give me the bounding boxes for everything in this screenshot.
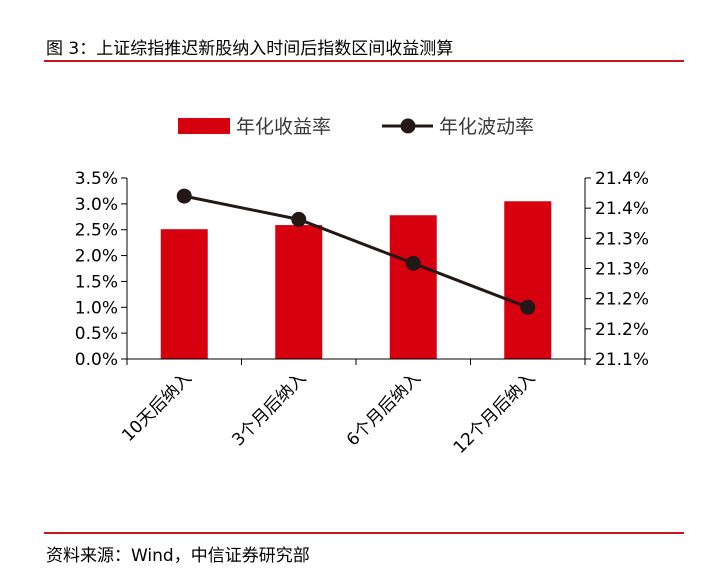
left-tick-label: 0.5% (75, 324, 118, 344)
line-series (176, 188, 536, 315)
x-tick-label: 6个月后纳入 (343, 368, 425, 450)
bottom-rule (44, 532, 684, 534)
legend-bar-label: 年化收益率 (236, 116, 331, 138)
figure-title: 图 3：上证综指推迟新股纳入时间后指数区间收益测算 (46, 39, 454, 59)
left-tick-label: 0.0% (75, 350, 118, 370)
right-tick-label: 21.3% (595, 229, 649, 249)
top-rule (44, 60, 684, 62)
x-tick-labels: 10天后纳入 3个月后纳入 6个月后纳入 12个月后纳入 (118, 368, 539, 458)
legend: 年化收益率 年化波动率 (178, 116, 534, 138)
legend-bar-swatch (178, 118, 230, 134)
bar-2 (389, 215, 437, 359)
volatility-line (183, 194, 529, 309)
left-tick-label: 2.5% (75, 221, 118, 241)
right-tick-label: 21.4% (595, 199, 649, 219)
legend-line-label: 年化波动率 (439, 116, 534, 138)
line-point-3 (520, 299, 536, 315)
right-tick-label: 21.3% (595, 260, 649, 280)
right-tick-label: 21.2% (595, 320, 649, 340)
line-point-2 (405, 255, 421, 271)
left-tick-label: 1.5% (75, 272, 118, 292)
line-point-1 (291, 211, 307, 227)
left-tick-label: 1.0% (75, 298, 118, 318)
right-tick-label: 21.4% (595, 169, 649, 189)
left-tick-label: 2.0% (75, 247, 118, 267)
bar-0 (160, 229, 208, 359)
right-tick-label: 21.2% (595, 290, 649, 310)
x-tick-label: 12个月后纳入 (450, 368, 540, 458)
x-tick-label: 3个月后纳入 (228, 368, 310, 450)
line-point-0 (176, 188, 192, 204)
bar-series (160, 201, 552, 359)
x-tick-label: 10天后纳入 (118, 368, 196, 446)
source-note: 资料来源：Wind，中信证券研究部 (46, 546, 310, 566)
legend-line-marker (400, 118, 416, 134)
left-tick-label: 3.5% (75, 169, 118, 189)
left-tick-label: 3.0% (75, 195, 118, 215)
bar-1 (275, 225, 323, 359)
right-tick-label: 21.1% (595, 350, 649, 370)
axes: 0.0% 0.5% 1.0% 1.5% 2.0% 2.5% 3.0% 3.5% 21.1% 21.… (75, 169, 649, 370)
bar-3 (504, 201, 552, 359)
